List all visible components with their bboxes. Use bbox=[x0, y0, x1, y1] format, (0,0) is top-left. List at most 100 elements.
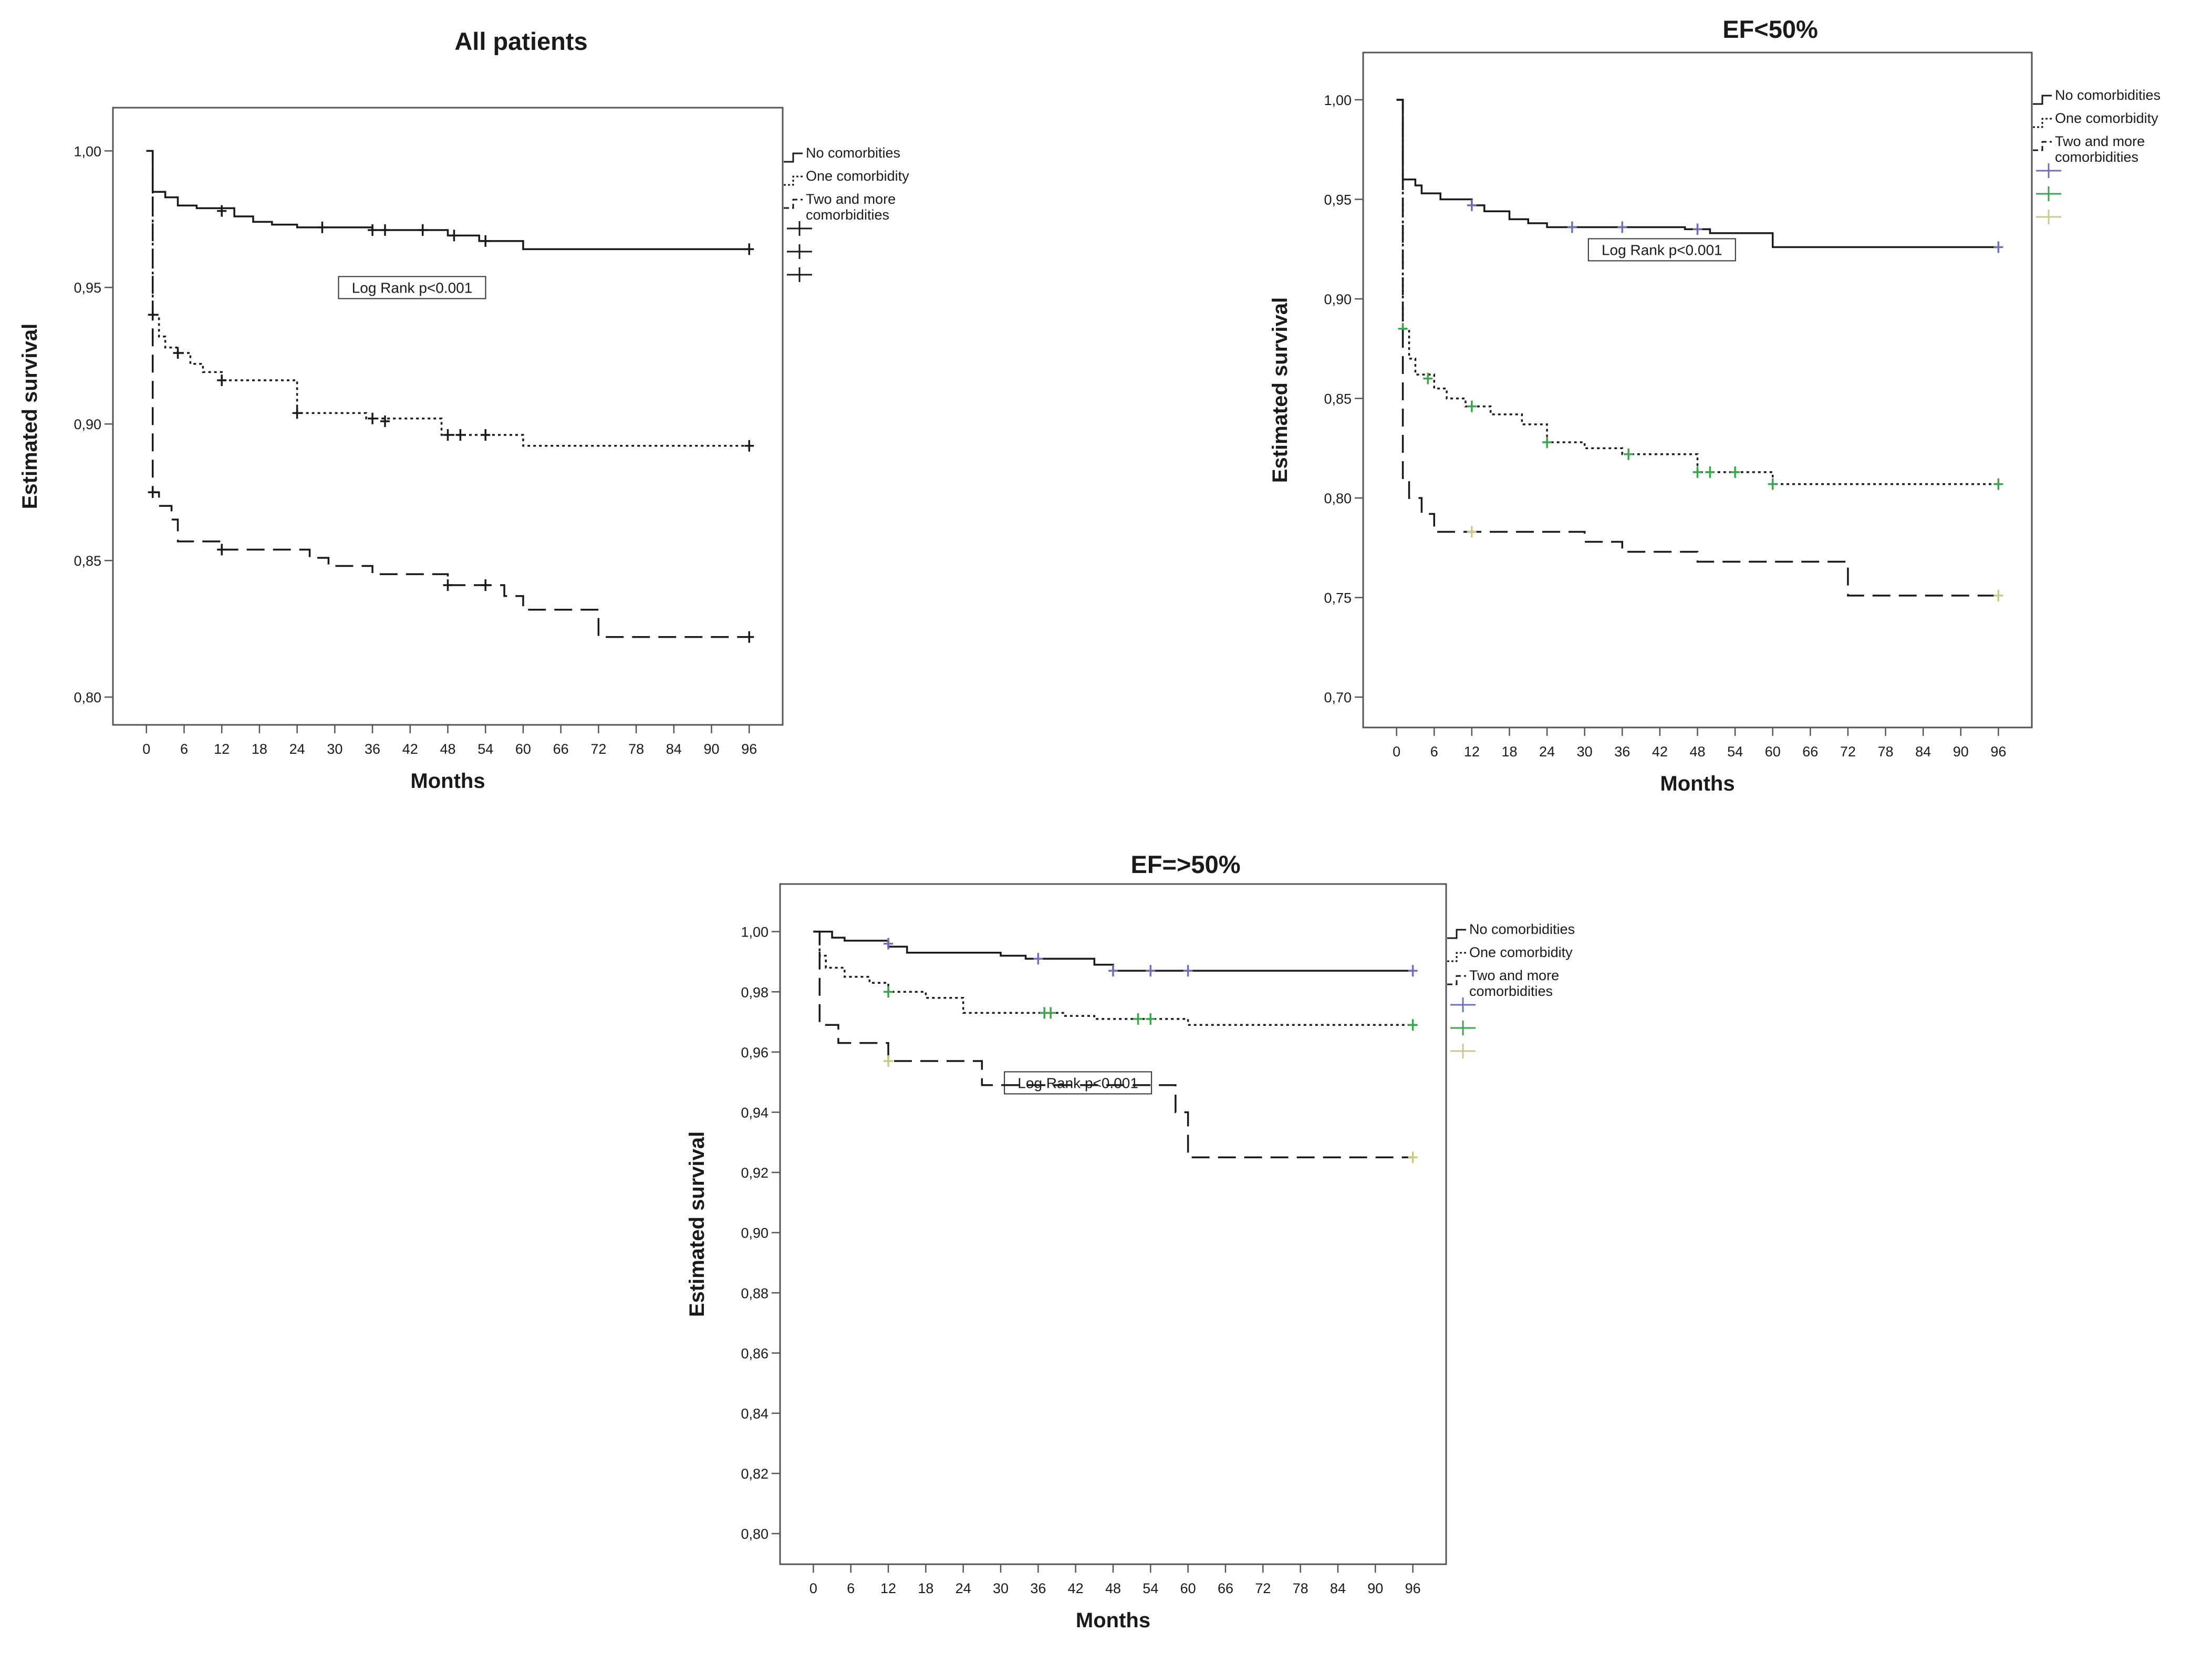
censor-mark bbox=[380, 224, 390, 236]
censor-mark bbox=[1467, 199, 1477, 211]
censor-mark bbox=[368, 224, 378, 236]
survival-curve-3 bbox=[1396, 99, 1999, 597]
x-tick-label: 66 bbox=[553, 741, 569, 757]
x-tick-label: 90 bbox=[704, 741, 720, 757]
legend-label: No comorbidities bbox=[2055, 87, 2161, 103]
y-tick-label: 1,00 bbox=[74, 143, 101, 159]
x-tick-label: 12 bbox=[1464, 744, 1480, 760]
censor-mark bbox=[1467, 400, 1477, 412]
x-tick-label: 12 bbox=[214, 741, 230, 757]
censor-mark bbox=[449, 230, 459, 242]
x-tick-label: 36 bbox=[1614, 744, 1630, 760]
x-tick-label: 60 bbox=[515, 741, 531, 757]
legend-swatch bbox=[784, 199, 803, 209]
censor-mark bbox=[1408, 965, 1418, 977]
legend-swatch bbox=[2033, 141, 2052, 151]
y-tick-label: 0,85 bbox=[1324, 391, 1352, 407]
logrank-label: Log Rank p<0.001 bbox=[1017, 1075, 1138, 1091]
x-tick-label: 96 bbox=[741, 741, 757, 757]
censor-mark bbox=[1705, 466, 1715, 478]
x-tick-label: 96 bbox=[1990, 744, 2006, 760]
panel-3: EF=>50% 0 6 12 18 24 30 36 42 48 54 60 66 72 78 84 90 96 0… bbox=[686, 850, 1575, 1632]
plot-frame bbox=[779, 883, 1447, 1565]
legend-swatch bbox=[2033, 95, 2052, 105]
censor-mark bbox=[481, 235, 491, 247]
censor-mark bbox=[1408, 1019, 1418, 1031]
x-tick-label: 36 bbox=[365, 741, 380, 757]
x-axis-label: Months bbox=[1076, 1609, 1150, 1632]
x-tick-label: 48 bbox=[1689, 744, 1705, 760]
x-tick-label: 30 bbox=[327, 741, 342, 757]
censor-mark bbox=[1567, 221, 1577, 233]
x-tick-label: 90 bbox=[1367, 1581, 1383, 1596]
x-tick-label: 24 bbox=[956, 1581, 971, 1596]
censor-mark bbox=[1993, 589, 2003, 601]
x-tick-label: 18 bbox=[1501, 744, 1517, 760]
legend: No comorbidities One comorbidity Two and m… bbox=[2033, 87, 2161, 224]
x-tick-label: 48 bbox=[440, 741, 455, 757]
censor-mark bbox=[481, 429, 491, 441]
plot-frame bbox=[1362, 51, 2033, 729]
y-tick-label: 0,80 bbox=[74, 690, 101, 705]
censor-mark bbox=[744, 243, 754, 255]
censor-mark bbox=[418, 224, 428, 236]
x-tick-label: 42 bbox=[402, 741, 418, 757]
censor-mark bbox=[380, 415, 390, 427]
legend-censor-marker bbox=[1450, 997, 1476, 1012]
panel-title: EF<50% bbox=[1722, 15, 1818, 43]
x-tick-label: 0 bbox=[809, 1581, 817, 1596]
censor-mark bbox=[1046, 1007, 1056, 1019]
censor-mark bbox=[1146, 1013, 1156, 1025]
x-tick-label: 54 bbox=[1143, 1581, 1158, 1596]
censor-mark bbox=[317, 221, 327, 233]
y-tick-label: 0,80 bbox=[741, 1526, 769, 1542]
censor-mark bbox=[1033, 953, 1043, 965]
y-axis-label: Estimated survival bbox=[18, 324, 41, 510]
legend-label-line: comorbidities bbox=[806, 207, 889, 223]
censor-mark bbox=[481, 579, 491, 591]
legend-censor-marker bbox=[2036, 186, 2061, 201]
y-tick-label: 0,90 bbox=[741, 1225, 769, 1241]
x-axis-label: Months bbox=[410, 770, 485, 793]
panel-1: All patients 0 6 12 18 24 30 36 42 48 54 60 66 72 78 84… bbox=[18, 27, 909, 793]
legend-label-line: Two and more bbox=[2055, 133, 2145, 149]
x-tick-label: 24 bbox=[289, 741, 305, 757]
censor-mark bbox=[173, 347, 183, 359]
legend-censor-marker bbox=[787, 221, 812, 236]
y-tick-label: 0,82 bbox=[741, 1466, 769, 1482]
y-tick-label: 0,88 bbox=[741, 1285, 769, 1301]
censor-mark bbox=[1692, 466, 1702, 478]
censor-mark bbox=[744, 631, 754, 643]
legend-label: No comorbidities bbox=[1469, 921, 1575, 937]
y-tick-label: 1,00 bbox=[1324, 92, 1352, 108]
x-tick-label: 60 bbox=[1180, 1581, 1196, 1596]
legend-censor-marker bbox=[1450, 1044, 1476, 1058]
y-tick-label: 0,75 bbox=[1324, 590, 1352, 606]
x-tick-label: 30 bbox=[993, 1581, 1009, 1596]
censor-mark bbox=[1183, 965, 1193, 977]
x-tick-label: 6 bbox=[847, 1581, 855, 1596]
panel-title: All patients bbox=[454, 27, 587, 55]
x-tick-label: 12 bbox=[880, 1581, 896, 1596]
censor-mark bbox=[1617, 221, 1627, 233]
censor-mark bbox=[1692, 223, 1702, 235]
x-tick-label: 0 bbox=[142, 741, 150, 757]
y-tick-label: 0,90 bbox=[74, 417, 101, 432]
censor-mark bbox=[217, 205, 227, 217]
y-tick-label: 0,94 bbox=[741, 1105, 769, 1120]
y-tick-label: 0,95 bbox=[74, 280, 101, 296]
survival-curve-2 bbox=[1396, 99, 1999, 485]
legend: No comorbities One comorbidity Two and mor… bbox=[784, 145, 909, 282]
x-tick-label: 48 bbox=[1105, 1581, 1121, 1596]
x-tick-label: 6 bbox=[1430, 744, 1438, 760]
y-tick-label: 0,96 bbox=[741, 1045, 769, 1061]
logrank-label: Log Rank p<0.001 bbox=[352, 280, 473, 296]
x-tick-label: 78 bbox=[628, 741, 644, 757]
x-tick-label: 54 bbox=[477, 741, 493, 757]
panel-2: EF<50% 0 6 12 18 24 30 36 42 48 54 60 66 72 78 84 90 96 0,… bbox=[1269, 15, 2161, 795]
censor-mark bbox=[443, 429, 453, 441]
x-tick-label: 24 bbox=[1539, 744, 1555, 760]
y-tick-label: 0,95 bbox=[1324, 192, 1352, 207]
censor-mark bbox=[1542, 436, 1552, 448]
survival-curve-3 bbox=[146, 150, 750, 638]
